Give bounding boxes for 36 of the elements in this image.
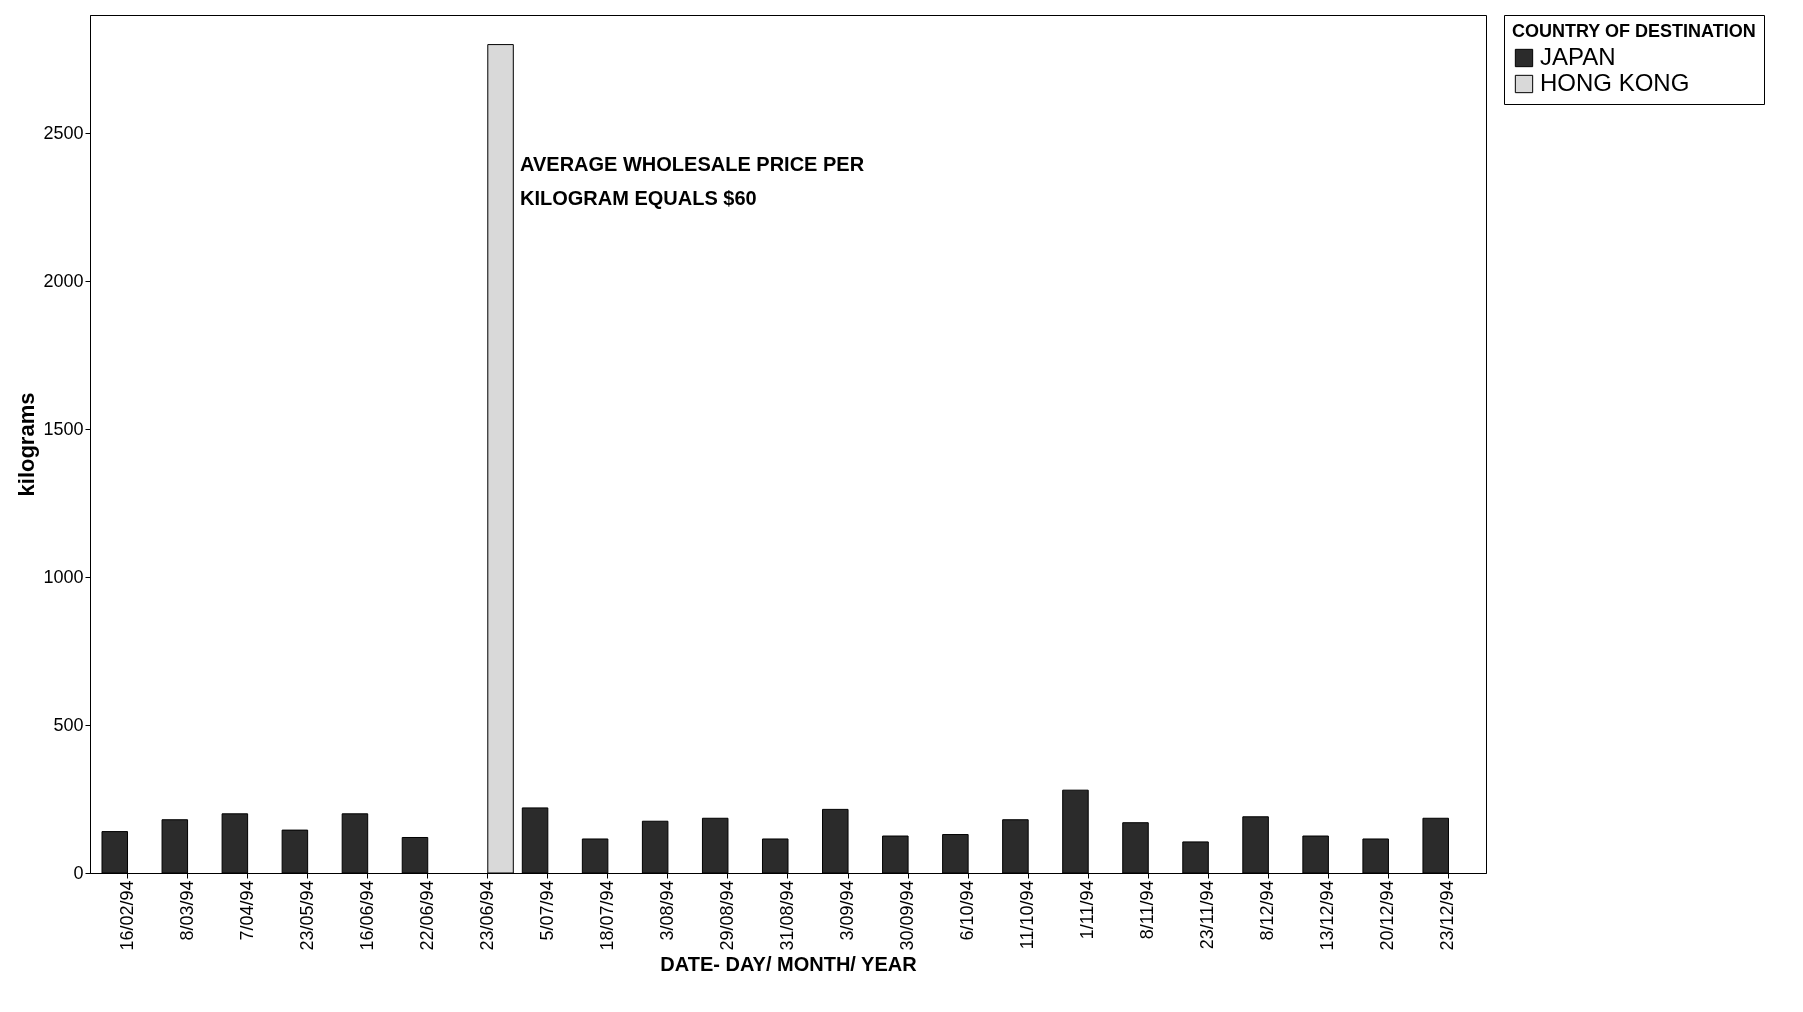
legend-label: HONG KONG [1540, 69, 1690, 96]
annotation: KILOGRAM EQUALS $60 [520, 187, 757, 209]
x-tick-label: 1/11/94 [1077, 880, 1098, 940]
x-tick-label: 22/06/94 [416, 880, 437, 951]
x-tick-label: 8/11/94 [1137, 880, 1158, 940]
annotation: AVERAGE WHOLESALE PRICE PER [520, 153, 865, 175]
x-tick-label: 6/10/94 [957, 880, 978, 941]
x-tick-label: 8/12/94 [1257, 880, 1278, 941]
x-tick-label: 30/09/94 [897, 880, 918, 951]
x-tick-label: 20/12/94 [1377, 880, 1398, 951]
y-axis-title: kilograms [14, 392, 40, 497]
y-tick-label: 0 [73, 862, 84, 883]
x-tick-label: 11/10/94 [1017, 880, 1038, 950]
y-tick-label: 1000 [43, 566, 84, 587]
x-tick-label: 3/08/94 [656, 880, 677, 941]
x-tick-label: 31/08/94 [777, 880, 797, 951]
x-tick-label: 7/04/94 [236, 880, 257, 941]
y-tick-label: 2500 [43, 122, 84, 143]
x-tick-label: 23/06/94 [476, 880, 497, 951]
x-tick-label: 18/07/94 [596, 880, 617, 951]
y-tick-label: 2000 [43, 270, 84, 291]
x-tick-label: 16/02/94 [116, 880, 137, 951]
legend-title: COUNTRY OF DESTINATION [1512, 21, 1756, 41]
x-tick-label: 8/03/94 [176, 880, 197, 941]
x-tick-label: 23/12/94 [1437, 880, 1458, 951]
y-tick-label: 1500 [43, 418, 84, 439]
x-tick-label: 13/12/94 [1317, 880, 1338, 951]
legend-label: JAPAN [1540, 43, 1616, 70]
x-tick-label: 5/07/94 [536, 880, 557, 941]
y-tick-label: 500 [53, 714, 84, 735]
x-tick-label: 3/09/94 [837, 880, 858, 941]
x-tick-label: 23/11/94 [1197, 880, 1218, 950]
x-tick-label: 23/05/94 [296, 880, 317, 951]
x-axis-title: DATE- DAY/ MONTH/ YEAR [660, 952, 918, 975]
x-tick-label: 16/06/94 [356, 880, 377, 951]
x-tick-label: 29/08/94 [716, 880, 737, 951]
